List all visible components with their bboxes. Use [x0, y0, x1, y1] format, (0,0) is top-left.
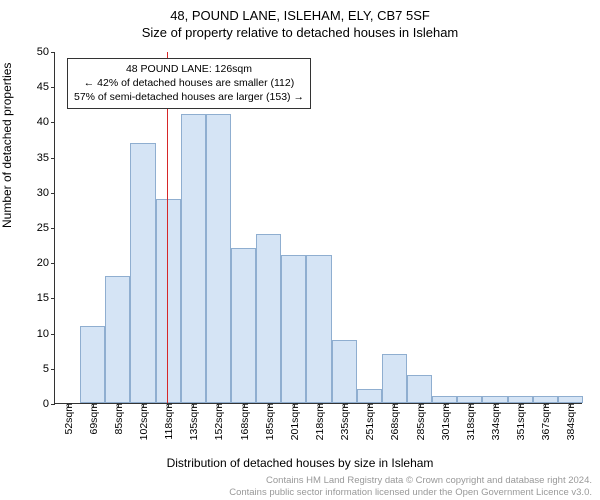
x-tick-mark: [344, 403, 345, 407]
histogram-bar: [181, 114, 206, 403]
y-tick-mark: [51, 404, 55, 405]
x-tick-label: 318sqm: [463, 403, 477, 440]
histogram-bar: [332, 340, 357, 403]
x-tick-label: 85sqm: [111, 403, 125, 435]
y-tick-mark: [51, 122, 55, 123]
x-tick-mark: [244, 403, 245, 407]
x-tick-label: 334sqm: [488, 403, 502, 440]
y-tick-mark: [51, 52, 55, 53]
x-tick-mark: [68, 403, 69, 407]
property-size-histogram: 48, POUND LANE, ISLEHAM, ELY, CB7 5SF Si…: [0, 0, 600, 500]
x-tick-label: 351sqm: [513, 403, 527, 440]
x-tick-mark: [470, 403, 471, 407]
histogram-bar: [306, 255, 331, 403]
infobox-smaller: ← 42% of detached houses are smaller (11…: [74, 76, 304, 90]
chart-subtitle: Size of property relative to detached ho…: [0, 23, 600, 40]
x-tick-mark: [495, 403, 496, 407]
x-tick-label: 168sqm: [237, 403, 251, 440]
x-axis-label: Distribution of detached houses by size …: [0, 456, 600, 470]
histogram-bar: [105, 276, 130, 403]
y-axis-label: Number of detached properties: [0, 63, 14, 228]
y-tick-mark: [51, 334, 55, 335]
histogram-bar: [382, 354, 407, 403]
x-tick-mark: [545, 403, 546, 407]
x-tick-label: 52sqm: [61, 403, 75, 435]
histogram-bar: [457, 396, 482, 403]
y-tick-mark: [51, 158, 55, 159]
x-tick-mark: [193, 403, 194, 407]
histogram-bar: [558, 396, 583, 403]
histogram-bar: [482, 396, 507, 403]
x-tick-mark: [118, 403, 119, 407]
x-tick-mark: [369, 403, 370, 407]
infobox-larger: 57% of semi-detached houses are larger (…: [74, 90, 304, 104]
x-tick-label: 69sqm: [86, 403, 100, 435]
x-tick-label: 185sqm: [262, 403, 276, 440]
x-tick-mark: [93, 403, 94, 407]
x-tick-label: 285sqm: [413, 403, 427, 440]
x-tick-mark: [420, 403, 421, 407]
infobox-size: 48 POUND LANE: 126sqm: [74, 62, 304, 76]
x-tick-label: 367sqm: [538, 403, 552, 440]
x-tick-label: 384sqm: [563, 403, 577, 440]
chart-title-address: 48, POUND LANE, ISLEHAM, ELY, CB7 5SF: [0, 0, 600, 23]
x-tick-mark: [269, 403, 270, 407]
y-tick-mark: [51, 263, 55, 264]
x-tick-mark: [445, 403, 446, 407]
histogram-bar: [281, 255, 306, 403]
histogram-bar: [256, 234, 281, 403]
histogram-bar: [407, 375, 432, 403]
property-info-box: 48 POUND LANE: 126sqm ← 42% of detached …: [67, 58, 311, 109]
histogram-bar: [231, 248, 256, 403]
histogram-bar: [533, 396, 558, 403]
histogram-bar: [357, 389, 382, 403]
plot-area: 48 POUND LANE: 126sqm ← 42% of detached …: [54, 52, 582, 404]
x-tick-label: 251sqm: [362, 403, 376, 440]
footer-line-2: Contains public sector information licen…: [0, 487, 592, 498]
x-tick-mark: [319, 403, 320, 407]
x-tick-mark: [394, 403, 395, 407]
x-tick-label: 201sqm: [287, 403, 301, 440]
histogram-bar: [206, 114, 231, 403]
y-tick-mark: [51, 193, 55, 194]
histogram-bar: [80, 326, 105, 403]
x-tick-mark: [218, 403, 219, 407]
attribution-footer: Contains HM Land Registry data © Crown c…: [0, 475, 592, 498]
x-tick-label: 102sqm: [136, 403, 150, 440]
y-tick-mark: [51, 298, 55, 299]
y-tick-mark: [51, 369, 55, 370]
x-tick-label: 235sqm: [337, 403, 351, 440]
x-tick-label: 152sqm: [211, 403, 225, 440]
x-tick-label: 218sqm: [312, 403, 326, 440]
histogram-bar: [130, 143, 155, 403]
footer-line-1: Contains HM Land Registry data © Crown c…: [0, 475, 592, 486]
histogram-bar: [508, 396, 533, 403]
x-tick-mark: [168, 403, 169, 407]
x-tick-mark: [143, 403, 144, 407]
x-tick-mark: [570, 403, 571, 407]
x-tick-label: 268sqm: [387, 403, 401, 440]
histogram-bar: [432, 396, 457, 403]
x-tick-label: 301sqm: [438, 403, 452, 440]
y-tick-mark: [51, 87, 55, 88]
x-tick-mark: [520, 403, 521, 407]
y-tick-mark: [51, 228, 55, 229]
x-tick-label: 118sqm: [161, 403, 175, 440]
x-tick-label: 135sqm: [186, 403, 200, 440]
x-tick-mark: [294, 403, 295, 407]
